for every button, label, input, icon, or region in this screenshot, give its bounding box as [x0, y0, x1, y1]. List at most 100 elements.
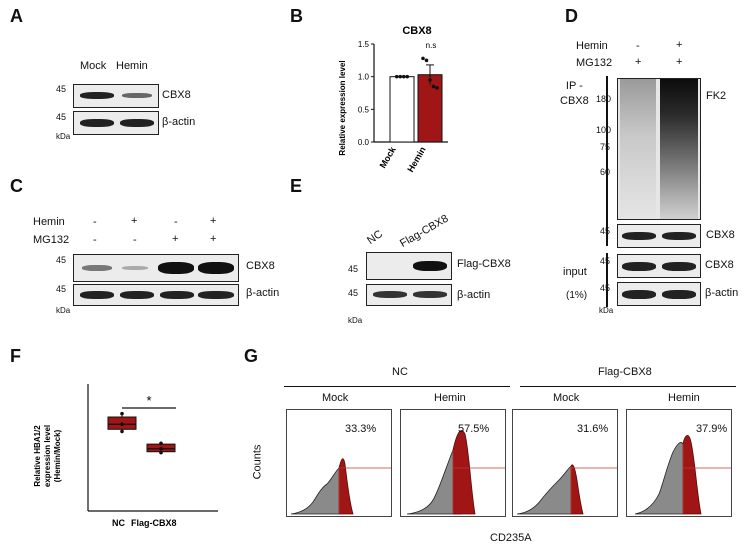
data-point [435, 85, 439, 90]
blot-band [160, 291, 194, 299]
ip-bracket-line [606, 76, 608, 246]
panel-label-a: A [10, 6, 23, 26]
x-tick-hemin: Hemin [405, 145, 427, 174]
panel-label-b: B [290, 6, 303, 26]
mw-marker: 180 [596, 94, 612, 104]
smear-lane [620, 79, 656, 219]
y-axis-label: Relative expression level [338, 60, 347, 155]
data-point [401, 74, 406, 79]
blot-band [373, 291, 407, 298]
histogram-plot [290, 458, 391, 515]
data-point [120, 411, 124, 416]
blot-band [120, 291, 154, 299]
row-label-mg132: MG132 [576, 57, 613, 69]
condition-label: Mock [553, 392, 580, 404]
condition-label: Hemin [668, 392, 700, 404]
y-tick-label: 1.5 [358, 40, 370, 49]
band-label-flag-cbx8: Flag-CBX8 [457, 258, 511, 270]
y-tick-label: 0.5 [358, 105, 370, 114]
sign: - [174, 216, 178, 228]
mw-marker: 45 [348, 288, 359, 298]
blot-band [662, 262, 696, 271]
blot-band [198, 291, 234, 299]
row-label-hemin: Hemin [33, 216, 65, 228]
western-blot-input-actin [617, 282, 701, 306]
western-blot-actin [73, 284, 239, 306]
kda-label: kDa [56, 306, 71, 315]
data-point [120, 429, 124, 434]
western-blot-actin [366, 284, 452, 306]
panel-label-d: D [565, 6, 578, 26]
lane-label-nc: NC [365, 228, 386, 247]
flow-histogram [286, 409, 392, 517]
input-label: input [563, 266, 587, 278]
data-point [428, 78, 432, 82]
lane-label-hemin: Hemin [116, 60, 148, 72]
data-point [424, 58, 429, 63]
blot-band [622, 262, 656, 271]
y-tick-label: 1.0 [358, 73, 370, 82]
blot-band [122, 93, 152, 98]
panel-label-e: E [290, 176, 303, 196]
kda-label: kDa [56, 132, 71, 141]
band-label-cbx8: CBX8 [705, 259, 734, 271]
data-point [398, 74, 403, 79]
band-label-cbx8: CBX8 [246, 260, 275, 272]
western-blot-fk2-ubiquitin [617, 78, 701, 220]
chart-title: CBX8 [402, 25, 431, 37]
x-axis-label: CD235A [490, 532, 532, 544]
mw-marker: 100 [596, 125, 612, 135]
blot-band [158, 262, 194, 274]
histogram-plot [406, 430, 505, 515]
blot-band [122, 266, 148, 270]
smear-lane [660, 79, 698, 219]
input-percent: (1%) [566, 290, 588, 301]
sign: - [133, 234, 137, 246]
group-label-nc: NC [392, 366, 408, 378]
blot-band [80, 119, 114, 127]
blot-band [662, 290, 696, 299]
sign: + [210, 215, 217, 227]
data-point [159, 450, 163, 455]
blot-band [80, 92, 114, 99]
blot-band [120, 119, 154, 127]
data-point [159, 446, 163, 451]
mw-marker: 75 [600, 142, 611, 152]
band-label-cbx8: CBX8 [706, 229, 735, 241]
group-label-flag-cbx8: Flag-CBX8 [598, 366, 652, 378]
lane-label-mock: Mock [80, 60, 107, 72]
flow-histogram [626, 409, 732, 517]
y-axis-label: Counts [251, 444, 264, 480]
sign: - [93, 216, 97, 228]
group-bracket-nc [284, 386, 510, 387]
band-label-actin: β-actin [162, 116, 196, 128]
data-point [431, 84, 436, 89]
blot-band [413, 261, 447, 271]
sign: - [93, 234, 97, 246]
histogram-plot [634, 435, 731, 515]
mw-marker: 45 [600, 256, 611, 266]
mw-marker: 45 [600, 226, 611, 236]
condition-label: Mock [322, 392, 349, 404]
blot-band [622, 232, 656, 240]
gate-percent: 31.6% [577, 423, 609, 435]
band-label-actin: β-actin [705, 287, 739, 299]
gate-percent: 33.3% [345, 423, 377, 435]
y-axis-label-line: Relative HBA1/2 [33, 425, 42, 487]
blot-band [82, 265, 112, 271]
y-axis-label-line: expression level [43, 425, 52, 487]
sign: + [635, 56, 642, 68]
x-tick-flag-cbx8: Flag-CBX8 [131, 518, 177, 528]
blot-band [80, 291, 114, 299]
lane-label-flag-cbx8: Flag-CBX8 [398, 212, 451, 250]
bar [389, 76, 415, 143]
mw-marker: 45 [56, 255, 67, 265]
band-label-cbx8: CBX8 [162, 89, 191, 101]
sign: - [636, 40, 640, 52]
sign: + [676, 56, 683, 68]
condition-label: Hemin [434, 392, 466, 404]
sign: + [131, 215, 138, 227]
row-label-mg132: MG132 [33, 234, 70, 246]
row-label-hemin: Hemin [576, 40, 608, 52]
band-label-actin: β-actin [457, 289, 491, 301]
